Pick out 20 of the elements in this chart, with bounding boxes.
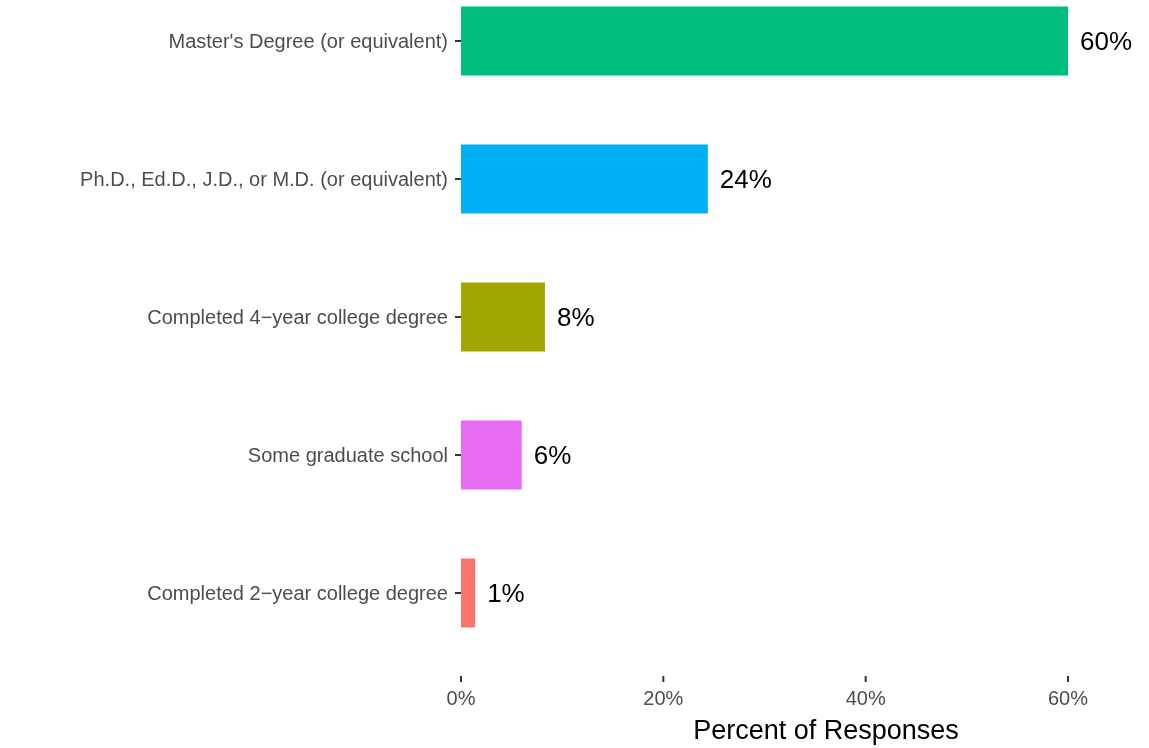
bar	[461, 282, 545, 352]
x-tick-label: 0%	[446, 687, 476, 709]
y-tick-label: Some graduate school	[247, 444, 448, 466]
x-axis-title: Percent of Responses	[693, 715, 959, 745]
bar	[461, 6, 1068, 76]
bar	[461, 558, 476, 628]
data-label: 6%	[533, 440, 572, 471]
y-tick-label: Master's Degree (or equivalent)	[168, 30, 448, 52]
bar	[461, 420, 522, 490]
bar	[461, 144, 708, 214]
y-tick-label: Ph.D., Ed.D., J.D., or M.D. (or equivalent)	[80, 168, 448, 190]
y-tick-label: Completed 4−year college degree	[147, 306, 448, 328]
data-label: 8%	[556, 302, 595, 333]
x-tick-label: 20%	[643, 687, 684, 709]
y-tick-label: Completed 2−year college degree	[147, 582, 448, 604]
x-tick-label: 40%	[845, 687, 886, 709]
data-label: 24%	[719, 164, 772, 195]
data-label: 1%	[487, 578, 525, 609]
x-tick-label: 60%	[1047, 687, 1089, 709]
data-label: 60%	[1080, 26, 1133, 57]
